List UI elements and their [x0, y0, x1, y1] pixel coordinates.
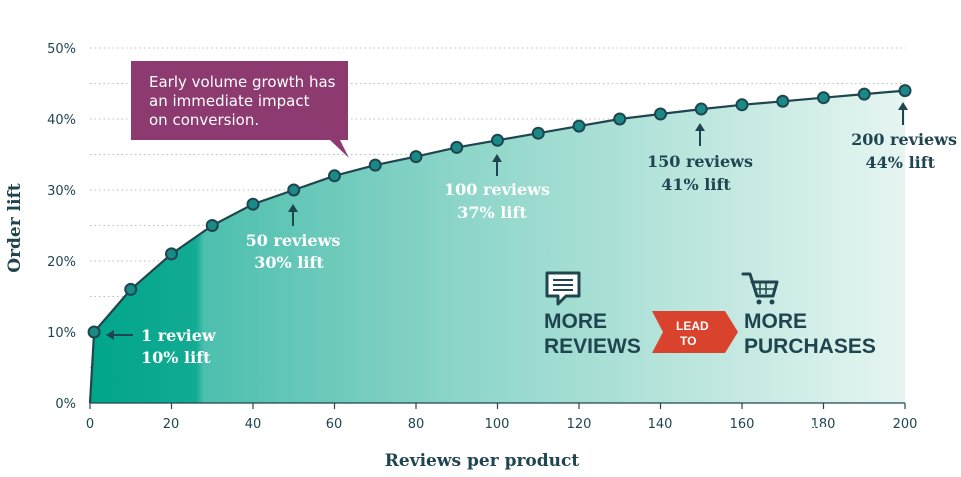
data-point-80: [409, 150, 423, 164]
series-line-layer: [88, 89, 906, 404]
x-tick-label-60: 60: [326, 417, 343, 432]
shopping-cart-icon: [741, 272, 779, 305]
annotation-200-line-1: 200 reviews: [851, 130, 957, 149]
x-tick-label-120: 120: [567, 417, 592, 432]
arrow-up-icon: [492, 154, 502, 162]
data-point-40: [246, 197, 260, 211]
annotation-1-review: 1 review 10% lift: [106, 326, 217, 367]
callout-box: Early volume growth has an immediate imp…: [131, 61, 349, 158]
data-point-90: [450, 140, 464, 154]
arrow-up-icon: [288, 204, 298, 212]
x-tick-label-180: 180: [811, 417, 836, 432]
x-tick-label-20: 20: [163, 417, 180, 432]
wechat-icon: [761, 423, 791, 446]
x-tick-label-40: 40: [245, 417, 262, 432]
y-tick-label-0: 0%: [55, 397, 76, 412]
watermark-text: 跨境电商C14: [793, 425, 900, 446]
promo-right-line-2: PURCHASES: [744, 335, 876, 358]
data-point-30: [205, 219, 219, 232]
x-tick-label-80: 80: [408, 417, 425, 432]
data-point-50: [287, 183, 301, 197]
annotation-50-line-2: 30% lift: [254, 253, 324, 272]
annotation-50-reviews: 50 reviews 30% lift: [246, 204, 341, 272]
data-point-170: [776, 94, 790, 108]
promo-left-line-1: MORE: [544, 310, 607, 333]
annotation-150-reviews: 150 reviews 41% lift: [647, 123, 753, 194]
arrow-left-icon: [106, 330, 114, 340]
annotation-100-reviews: 100 reviews 37% lift: [444, 154, 550, 222]
data-point-130: [613, 112, 627, 126]
annotation-1-line-2: 10% lift: [141, 348, 211, 367]
data-point-1: [87, 325, 101, 339]
data-point-100: [491, 133, 504, 147]
annotation-100-line-1: 100 reviews: [444, 180, 550, 199]
data-point-190: [857, 87, 871, 101]
callout-line-1: Early volume growth has: [149, 73, 336, 91]
y-tick-label-30: 30%: [47, 184, 76, 199]
annotation-200-line-2: 44% lift: [866, 153, 936, 172]
x-axis-title: Reviews per product: [385, 451, 580, 471]
callout-line-3: on conversion.: [149, 111, 259, 129]
data-point-140: [654, 107, 667, 121]
arrow-up-icon: [695, 123, 705, 131]
data-point-70: [368, 158, 382, 172]
x-tick-label-200: 200: [893, 417, 918, 432]
x-tick-label-100: 100: [485, 417, 510, 432]
callout-line-2: an immediate impact: [149, 92, 310, 110]
lead-to-badge: [652, 311, 738, 353]
data-point-160: [735, 98, 749, 112]
arrow-up-icon: [898, 102, 908, 110]
badge-line-2: TO: [680, 334, 696, 348]
x-tick-label-0: 0: [86, 417, 94, 432]
annotation-150-line-1: 150 reviews: [647, 152, 753, 171]
data-point-10: [124, 282, 138, 296]
data-point-150: [694, 102, 708, 116]
annotation-200-reviews: 200 reviews 44% lift: [851, 102, 957, 172]
y-tick-label-40: 40%: [47, 113, 76, 128]
watermark: 跨境电商C14: [761, 423, 900, 446]
data-point-200: [898, 84, 912, 98]
annotation-50-line-1: 50 reviews: [246, 231, 341, 250]
x-tick-label-160: 160: [730, 417, 755, 432]
badge-line-1: LEAD: [676, 319, 709, 333]
series-line: [88, 89, 906, 404]
annotation-100-line-2: 37% lift: [457, 203, 527, 222]
data-point-60: [328, 169, 341, 183]
y-tick-label-20: 20%: [47, 255, 76, 270]
promo-left-line-2: REVIEWS: [544, 335, 641, 358]
y-tick-label-50: 50%: [47, 42, 76, 57]
y-tick-label-10: 10%: [47, 326, 76, 341]
x-tick-marks: [89, 403, 906, 409]
data-points: [87, 84, 912, 339]
promo-right-line-1: MORE: [744, 310, 807, 333]
chat-bubble-icon: [545, 271, 581, 306]
promo-block: MORE REVIEWS LEAD TO MORE PURCHASES: [544, 271, 876, 358]
data-point-20: [165, 247, 178, 261]
annotation-150-line-2: 41% lift: [661, 175, 731, 194]
x-tick-label-140: 140: [648, 417, 673, 432]
data-point-120: [572, 119, 586, 133]
data-point-180: [817, 91, 830, 105]
data-point-110: [531, 126, 545, 140]
y-axis-title: Order lift: [5, 183, 25, 273]
callout-shape: [131, 61, 349, 158]
annotation-1-line-1: 1 review: [141, 326, 217, 345]
